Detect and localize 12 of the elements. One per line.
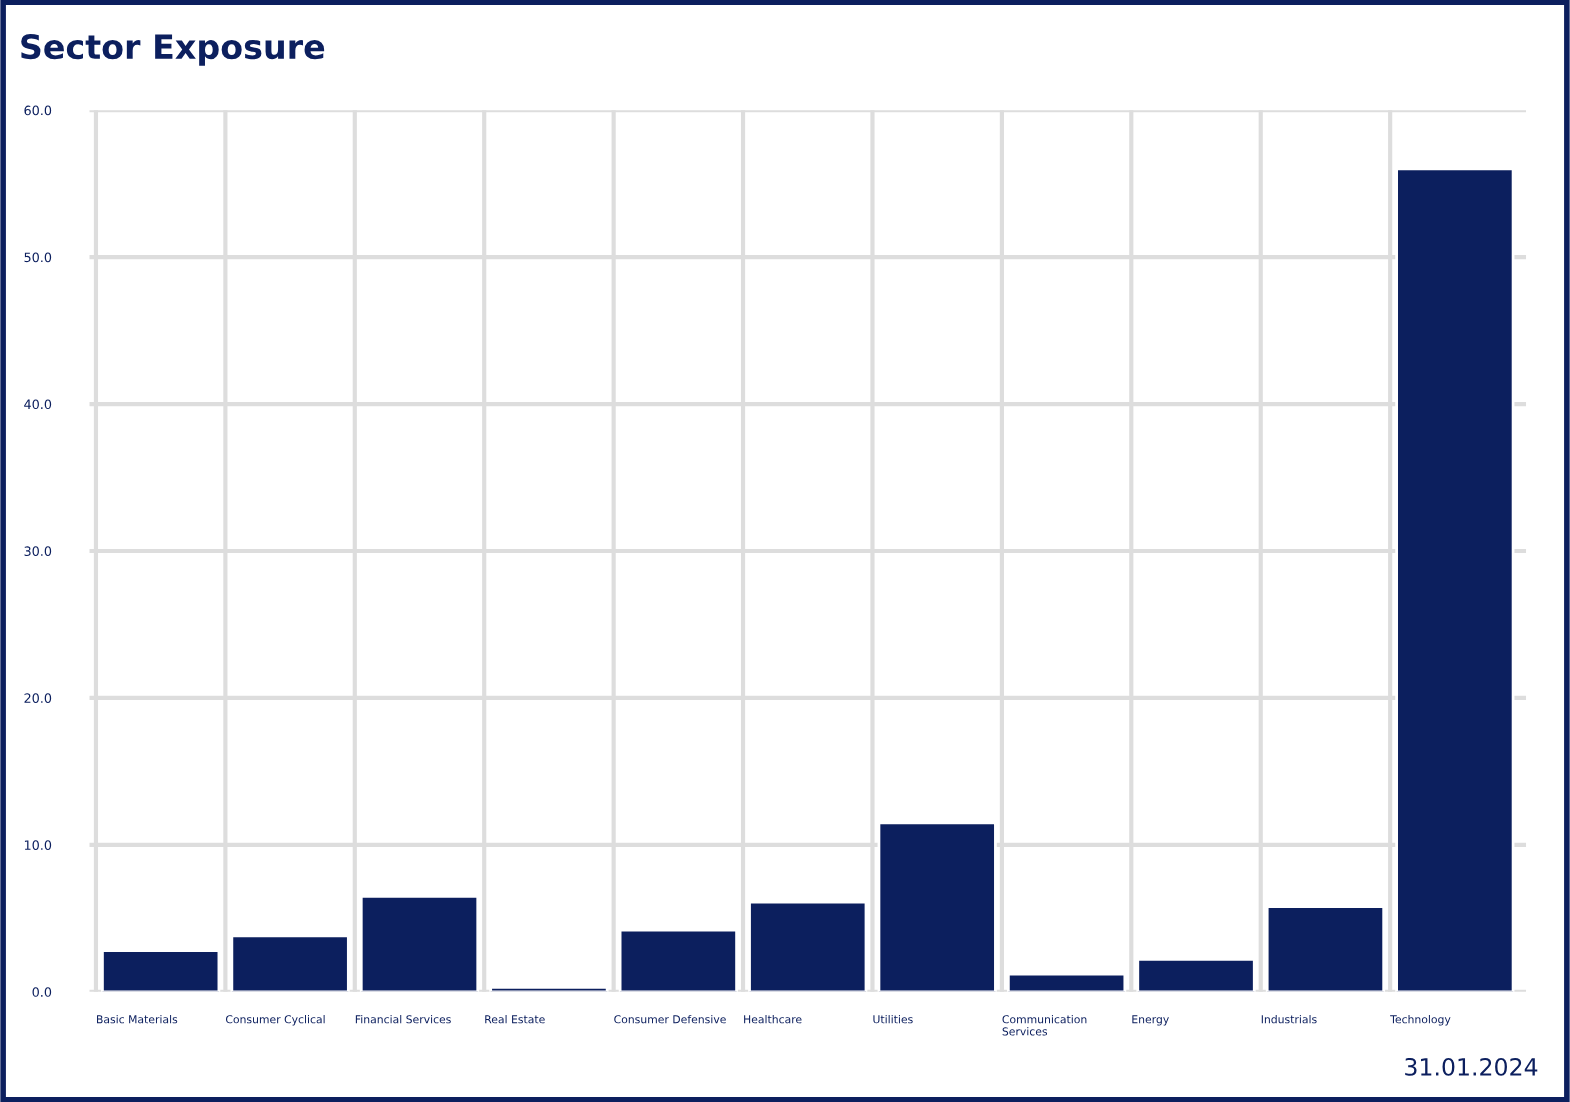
chart-title: Sector Exposure — [21, 34, 325, 66]
bar — [1006, 972, 1127, 992]
bar — [1265, 905, 1386, 992]
bar — [1395, 167, 1515, 992]
bar — [748, 900, 868, 992]
text: 31.01.2024 — [1405, 1057, 1538, 1076]
bar — [1136, 958, 1256, 992]
bar — [618, 928, 738, 992]
bar — [101, 949, 221, 992]
bar — [230, 934, 350, 992]
bar — [877, 821, 997, 992]
bar — [359, 894, 480, 992]
